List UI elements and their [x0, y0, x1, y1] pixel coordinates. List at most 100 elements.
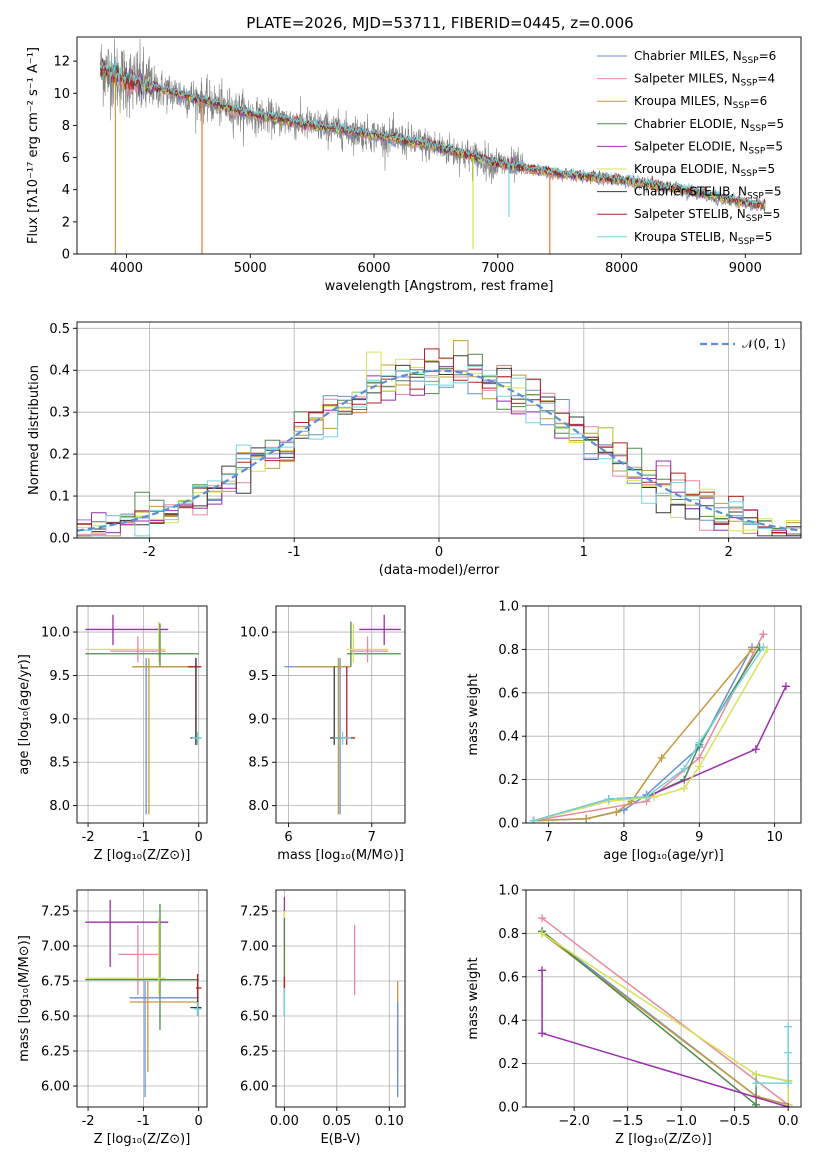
series-point — [752, 1070, 761, 1079]
legend-label: 𝒩(0, 1) — [742, 337, 786, 351]
series-point — [695, 738, 704, 747]
axes-frame — [76, 321, 802, 539]
x-axis-label: Z [log₁₀(Z/Z⊙)] — [615, 1132, 712, 1147]
normal-curve — [77, 369, 801, 532]
plot-area — [85, 614, 202, 815]
residual-histogram — [77, 355, 801, 537]
y-tick-label: 0.2 — [498, 1057, 519, 1072]
y-tick-label: 0.1 — [49, 490, 70, 505]
x-tick-label: −2.0 — [558, 1114, 590, 1129]
x-tick-label: -2 — [82, 830, 95, 845]
y-tick-label: 9.0 — [248, 712, 269, 727]
series-point — [582, 814, 591, 823]
y-tick-label: 6.75 — [240, 975, 269, 990]
x-axis-label: Z [log₁₀(Z/Z⊙)] — [94, 1132, 191, 1147]
series-point — [759, 643, 768, 652]
y-tick-label: 10.0 — [240, 626, 269, 641]
chart-spectrum: 4000 5000 6000 7000 8000 9000 0 2 4 6 8 10 12 wavelen… — [26, 36, 802, 294]
y-tick-label: 2 — [62, 215, 70, 230]
y-tick-label: 0.6 — [498, 686, 519, 701]
y-tick-label: 6.50 — [240, 1010, 269, 1025]
y-tick-label: 7.00 — [240, 940, 269, 955]
y-tick-label: 0 — [62, 248, 70, 263]
y-tick-label: 8.5 — [248, 756, 269, 771]
series-point — [784, 1103, 793, 1107]
axes-frame — [76, 36, 802, 255]
y-tick-label: 0.0 — [498, 1101, 519, 1116]
axes-frame — [275, 889, 406, 1108]
y-axis-label: mass weight — [466, 673, 481, 755]
legend-label: Chabrier MILES, NSSP=6 — [634, 49, 776, 66]
chart-mass_vs_ebv: 0.00 0.05 0.10 6.00 6.25 6.50 6.75 7.00 7.25 E(B-… — [240, 889, 406, 1147]
x-tick-label: 9000 — [729, 261, 762, 276]
x-tick-label: -2 — [143, 545, 156, 560]
y-tick-label: 0.6 — [498, 970, 519, 985]
residual-histogram — [77, 348, 801, 533]
x-tick-label: 0.05 — [322, 1114, 351, 1129]
legend-label: Salpeter MILES, NSSP=4 — [634, 72, 775, 89]
x-tick-label: 2 — [724, 545, 732, 560]
series-point — [657, 753, 666, 762]
y-tick-label: 6 — [62, 151, 70, 166]
axes-frame — [76, 889, 208, 1108]
y-tick-label: 7.25 — [240, 905, 269, 920]
plot-area — [77, 340, 801, 537]
y-tick-label: 0.5 — [49, 322, 70, 337]
series-line — [541, 932, 789, 1105]
y-tick-label: 6.25 — [41, 1045, 70, 1060]
y-tick-label: 0.4 — [498, 1014, 519, 1029]
y-tick-label: 0.2 — [498, 773, 519, 788]
legend-label: Salpeter ELODIE, NSSP=5 — [634, 139, 783, 156]
plot-area — [100, 38, 766, 254]
series-point — [538, 1029, 547, 1038]
series-point — [784, 1022, 793, 1031]
series-line — [756, 1026, 789, 1084]
x-axis-label: (data-model)/error — [379, 563, 500, 578]
axes-frame — [525, 889, 802, 1108]
x-tick-label: -1 — [137, 1114, 150, 1129]
x-tick-label: 6 — [284, 830, 292, 845]
series-point — [695, 762, 704, 771]
x-tick-label: 8 — [620, 830, 628, 845]
y-axis-label: mass [log₁₀(M/M⊙)] — [17, 935, 32, 1062]
y-tick-label: 8 — [62, 119, 70, 134]
plot-area — [529, 630, 790, 823]
y-tick-label: 6.00 — [41, 1080, 70, 1095]
y-tick-label: 7.00 — [41, 940, 70, 955]
chart-massweight_vs_Z: −2.0 −1.5 −1.0 −0.5 0.0 0.0 0.2 0.4 0.6 0.8 1.0 Z [… — [466, 884, 802, 1147]
plot-area — [85, 899, 202, 1098]
y-tick-label: 6.25 — [240, 1045, 269, 1060]
chart-residuals: -2 -1 0 1 2 0.0 0.1 0.2 0.3 0.4 0.5 (data-model)/er… — [27, 321, 802, 578]
y-tick-label: 9.5 — [248, 669, 269, 684]
y-tick-label: 9.0 — [49, 712, 70, 727]
x-tick-label: 5000 — [234, 261, 267, 276]
y-axis-label: Flux [fλ10⁻¹⁷ erg cm⁻² s⁻¹ A⁻¹] — [26, 47, 41, 244]
x-tick-label: -1 — [288, 545, 301, 560]
series-point — [612, 808, 621, 817]
x-tick-label: 8000 — [605, 261, 638, 276]
series-point — [538, 929, 547, 938]
series-point — [695, 753, 704, 762]
x-axis-label: wavelength [Angstrom, rest frame] — [325, 279, 554, 294]
x-tick-label: -1 — [137, 830, 150, 845]
y-tick-label: 0.8 — [498, 927, 519, 942]
x-tick-label: 9 — [695, 830, 703, 845]
y-tick-label: 0.8 — [498, 643, 519, 658]
y-tick-label: 10 — [53, 87, 70, 102]
x-axis-label: mass [log₁₀(M/M⊙)] — [277, 848, 404, 863]
series-point — [748, 645, 757, 654]
series-point — [680, 784, 689, 793]
x-tick-label: 0 — [195, 1114, 203, 1129]
series-point — [752, 1100, 761, 1107]
x-axis-label: Z [log₁₀(Z/Z⊙)] — [94, 848, 191, 863]
series-point — [680, 764, 689, 773]
series-point — [759, 630, 768, 639]
series-point — [538, 914, 547, 923]
series-point — [529, 816, 538, 823]
y-tick-label: 12 — [53, 55, 70, 70]
y-tick-label: 8.0 — [248, 799, 269, 814]
chart-title: PLATE=2026, MJD=53711, FIBERID=0445, z=0… — [246, 14, 633, 32]
x-tick-label: 0.0 — [778, 1114, 799, 1129]
model-spectrum — [100, 56, 766, 206]
